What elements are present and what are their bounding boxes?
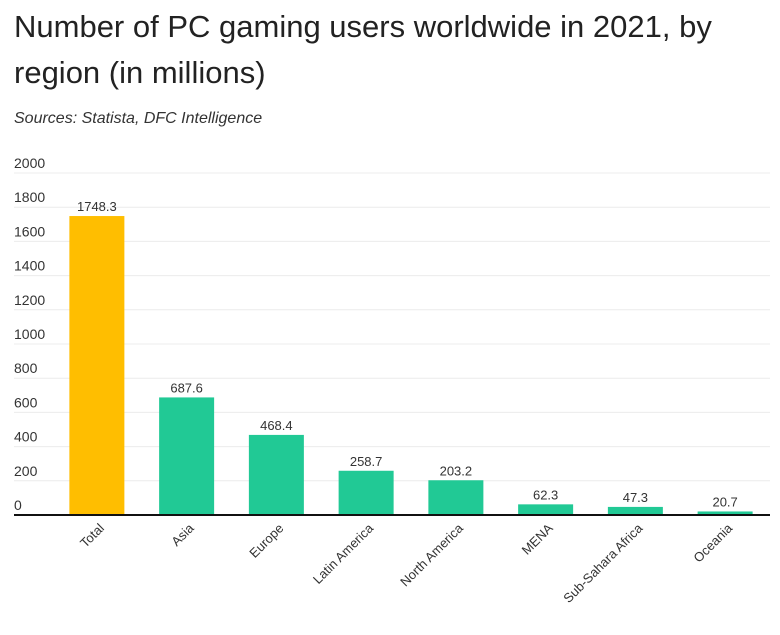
data-label: 20.7 xyxy=(712,494,737,509)
x-tick-label: Latin America xyxy=(310,520,377,587)
y-tick-label: 2000 xyxy=(14,155,45,171)
y-tick-label: 1400 xyxy=(14,258,45,274)
x-axis-categories: Total Asia Europe Latin America North Americ… xyxy=(77,520,736,606)
bar xyxy=(607,506,663,515)
bar xyxy=(338,470,394,515)
y-axis-ticks: 0 200 400 600 800 1000 1200 1400 1600 1800 2000 xyxy=(14,155,45,513)
x-tick-label: Asia xyxy=(168,520,197,549)
x-tick-label: North America xyxy=(397,520,466,589)
data-label: 203.2 xyxy=(440,463,473,478)
x-tick-label: MENA xyxy=(519,520,556,557)
gridlines xyxy=(14,172,770,482)
y-tick-label: 1800 xyxy=(14,189,45,205)
data-label: 62.3 xyxy=(533,487,558,502)
x-tick-label: Oceania xyxy=(690,520,735,565)
bar xyxy=(428,480,484,515)
data-label: 687.6 xyxy=(170,380,203,395)
x-tick-label: Europe xyxy=(246,521,286,561)
data-label: 1748.3 xyxy=(77,199,117,214)
y-tick-label: 400 xyxy=(14,429,38,445)
chart-title: Number of PC gaming users worldwide in 2… xyxy=(14,9,712,90)
y-tick-label: 1600 xyxy=(14,223,45,239)
x-tick-label: Sub-Sahara Africa xyxy=(560,520,646,606)
bar xyxy=(518,504,574,515)
data-label: 258.7 xyxy=(350,454,383,469)
y-tick-label: 600 xyxy=(14,394,38,410)
chart-source: Sources: Statista, DFC Intelligence xyxy=(14,110,263,127)
y-tick-label: 800 xyxy=(14,360,38,376)
data-label: 468.4 xyxy=(260,418,293,433)
data-labels: 1748.3 687.6 468.4 258.7 203.2 62.3 47.3 20.7 xyxy=(77,199,738,509)
data-label: 47.3 xyxy=(623,490,648,505)
bars xyxy=(69,216,753,515)
bar xyxy=(69,216,125,515)
bar xyxy=(248,434,304,515)
y-tick-label: 1200 xyxy=(14,292,45,308)
y-tick-label: 1000 xyxy=(14,326,45,342)
y-tick-label: 200 xyxy=(14,463,38,479)
x-tick-label: Total xyxy=(77,520,107,550)
y-tick-label: 0 xyxy=(14,497,22,513)
bar xyxy=(697,511,753,515)
bar xyxy=(159,397,215,515)
